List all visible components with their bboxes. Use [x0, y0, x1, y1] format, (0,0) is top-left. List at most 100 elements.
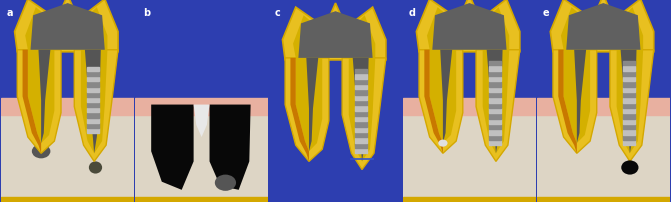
Bar: [623, 88, 635, 93]
Bar: [1, 99, 134, 115]
Polygon shape: [307, 59, 318, 152]
Bar: [355, 117, 366, 122]
Polygon shape: [553, 50, 597, 154]
Bar: [355, 122, 366, 127]
Polygon shape: [419, 50, 463, 154]
Bar: [1, 109, 134, 202]
Bar: [488, 120, 501, 124]
Bar: [355, 106, 366, 111]
Polygon shape: [432, 4, 507, 50]
Polygon shape: [476, 50, 520, 162]
Polygon shape: [617, 50, 643, 154]
Polygon shape: [296, 59, 322, 152]
Polygon shape: [561, 8, 643, 50]
Polygon shape: [30, 4, 105, 50]
Ellipse shape: [89, 162, 102, 174]
Polygon shape: [25, 8, 107, 50]
Bar: [623, 72, 635, 77]
Polygon shape: [17, 50, 61, 154]
Polygon shape: [293, 16, 375, 59]
Text: e: e: [542, 8, 549, 18]
Bar: [488, 114, 501, 119]
Bar: [537, 197, 670, 202]
Polygon shape: [15, 0, 118, 53]
Bar: [623, 114, 635, 119]
Bar: [403, 197, 535, 202]
Bar: [355, 101, 366, 106]
Bar: [488, 130, 501, 135]
Bar: [355, 96, 366, 101]
Bar: [87, 108, 99, 113]
Bar: [623, 125, 635, 129]
Bar: [488, 77, 501, 82]
Polygon shape: [621, 50, 637, 154]
Bar: [355, 149, 366, 154]
Bar: [403, 109, 535, 202]
Bar: [87, 83, 99, 87]
Bar: [87, 93, 99, 97]
Bar: [488, 125, 501, 129]
Text: b: b: [143, 8, 150, 18]
Polygon shape: [194, 105, 209, 137]
Polygon shape: [550, 0, 654, 53]
Bar: [136, 109, 268, 202]
Text: a: a: [7, 8, 13, 18]
Polygon shape: [440, 50, 452, 143]
Polygon shape: [282, 4, 386, 61]
Bar: [355, 90, 366, 95]
Bar: [87, 72, 99, 77]
Ellipse shape: [215, 175, 236, 191]
Polygon shape: [23, 50, 41, 154]
Bar: [136, 197, 268, 202]
Ellipse shape: [32, 144, 50, 159]
Bar: [87, 119, 99, 123]
Bar: [488, 141, 501, 145]
Bar: [403, 99, 535, 115]
Bar: [623, 130, 635, 135]
Bar: [623, 98, 635, 103]
Bar: [87, 67, 99, 72]
Polygon shape: [299, 12, 372, 59]
Bar: [355, 133, 366, 138]
Bar: [136, 99, 268, 115]
Bar: [623, 82, 635, 87]
Bar: [488, 82, 501, 87]
Bar: [537, 99, 670, 115]
Bar: [1, 197, 134, 202]
Polygon shape: [566, 4, 641, 50]
Bar: [488, 61, 501, 66]
Bar: [537, 109, 670, 202]
Bar: [488, 136, 501, 140]
Polygon shape: [574, 50, 586, 143]
Polygon shape: [81, 50, 107, 154]
Polygon shape: [424, 50, 443, 154]
Polygon shape: [564, 50, 590, 143]
Bar: [87, 124, 99, 128]
Bar: [623, 141, 635, 145]
Bar: [623, 66, 635, 71]
Bar: [623, 109, 635, 114]
Bar: [488, 72, 501, 77]
Bar: [355, 138, 366, 143]
Bar: [87, 103, 99, 108]
Polygon shape: [486, 50, 503, 154]
Bar: [87, 114, 99, 118]
Bar: [488, 98, 501, 103]
Bar: [488, 88, 501, 93]
Bar: [623, 104, 635, 108]
Polygon shape: [353, 59, 368, 162]
Ellipse shape: [621, 161, 639, 175]
Bar: [623, 93, 635, 98]
Bar: [87, 88, 99, 92]
Polygon shape: [285, 59, 329, 162]
Bar: [355, 69, 366, 74]
Bar: [623, 136, 635, 140]
Bar: [355, 85, 366, 90]
Bar: [488, 93, 501, 98]
Text: c: c: [274, 8, 280, 18]
Polygon shape: [429, 50, 456, 143]
Bar: [87, 129, 99, 133]
Polygon shape: [38, 50, 50, 143]
Polygon shape: [342, 59, 386, 170]
Bar: [488, 66, 501, 71]
